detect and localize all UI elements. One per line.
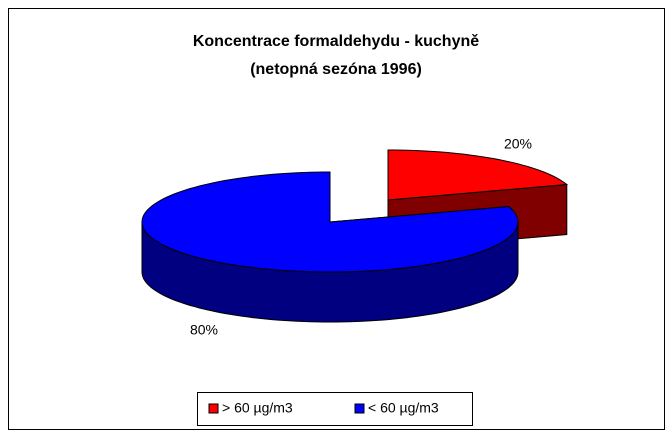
pie-slice <box>387 149 569 201</box>
legend-swatch <box>354 403 365 414</box>
legend-swatch <box>208 403 219 414</box>
data-label: 20% <box>504 136 532 152</box>
legend-label: < 60 µg/m3 <box>368 400 439 416</box>
chart-title: (netopná sezóna 1996) <box>250 61 422 78</box>
pie-slice <box>141 171 519 273</box>
chart-frame <box>8 8 665 430</box>
legend-box <box>197 392 473 426</box>
chart-title: Koncentrace formaldehydu - kuchyně <box>193 33 479 50</box>
legend-label: > 60 µg/m3 <box>222 400 293 416</box>
data-label: 80% <box>190 322 218 338</box>
